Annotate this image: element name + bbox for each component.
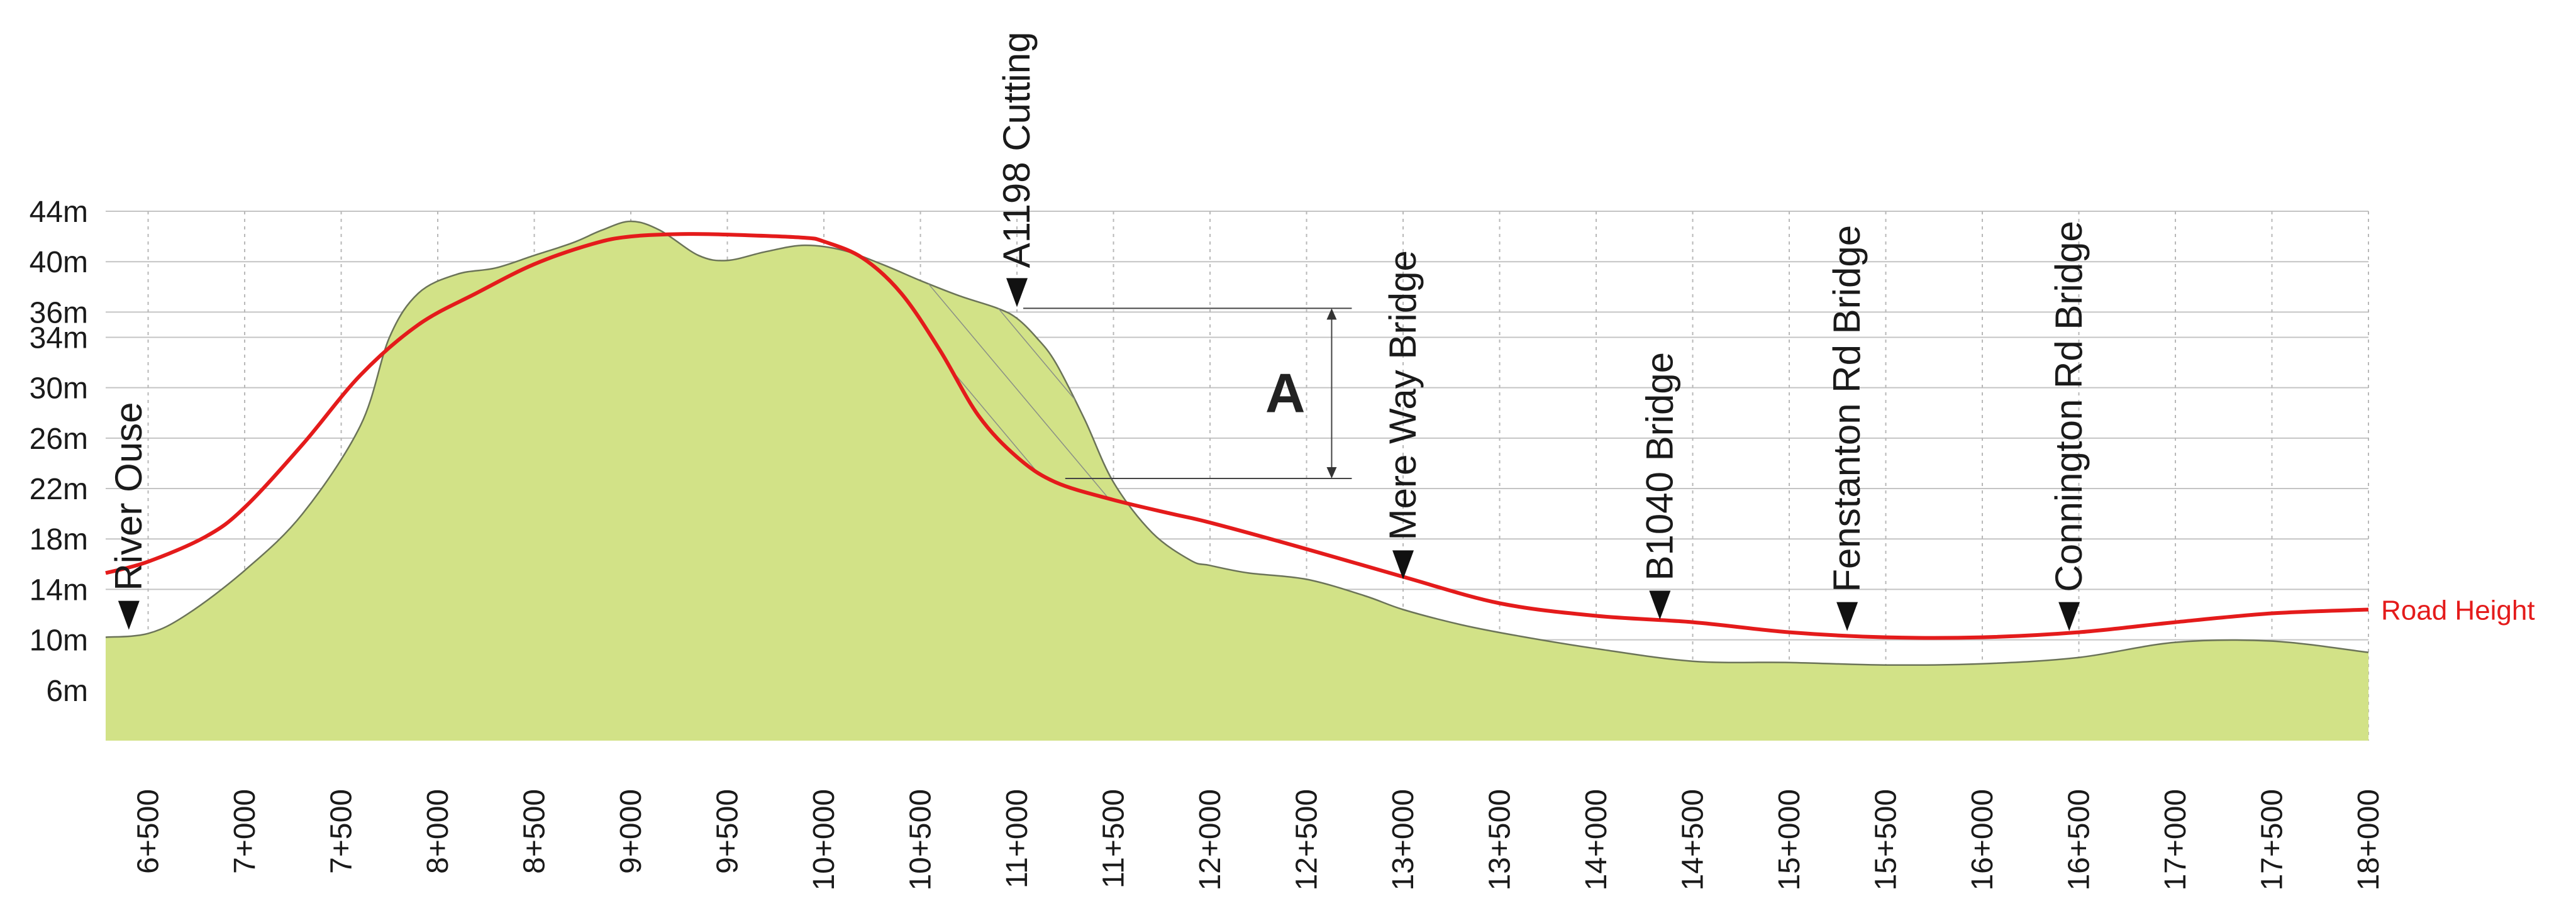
y-tick-label: 30m — [30, 372, 88, 406]
y-tick-label: 18m — [30, 523, 88, 556]
series-layer: Road Height — [105, 232, 2535, 640]
landmark-label: B1040 Bridge — [1638, 352, 1680, 581]
x-tick-label: 15+500 — [1870, 789, 1903, 891]
landmark-label: Connington Rd Bridge — [2048, 221, 2090, 592]
y-tick-label: 6m — [46, 675, 88, 708]
landmark-marker — [2058, 602, 2080, 631]
x-tick-label: 8+000 — [421, 789, 455, 874]
landmarks: River Ouse A1198 Cutting Mere Way Bridge B1… — [108, 32, 2090, 631]
landmark-label: Mere Way Bridge — [1382, 250, 1424, 540]
y-tick-label: 26m — [30, 423, 88, 456]
x-tick-label: 11+500 — [1097, 789, 1131, 888]
landmark-marker — [1836, 602, 1858, 631]
x-tick-label: 13+500 — [1484, 789, 1517, 891]
x-tick-label: 7+500 — [325, 789, 358, 874]
y-tick-label: 40m — [30, 246, 88, 279]
dimension-arrow-bottom — [1326, 467, 1337, 479]
landmark-label: Fenstanton Rd Bridge — [1826, 225, 1868, 592]
landmark-marker — [118, 600, 140, 630]
y-tick-label: 34m — [30, 321, 88, 355]
landmark-label: A1198 Cutting — [996, 32, 1038, 268]
series-label-road-height: Road Height — [2381, 595, 2535, 626]
y-tick-label: 36m — [30, 296, 88, 329]
landmark-marker — [1649, 590, 1671, 620]
series-line-road-height — [105, 232, 2369, 640]
terrain-area — [105, 220, 2369, 741]
landmark-marker — [1006, 278, 1028, 307]
x-tick-label: 10+500 — [904, 789, 938, 891]
x-tick-label: 17+500 — [2256, 789, 2289, 891]
y-tick-label: 22m — [30, 473, 88, 506]
x-tick-label: 7+000 — [228, 789, 262, 874]
x-tick-label: 14+000 — [1580, 789, 1613, 891]
x-tick-label: 9+500 — [711, 789, 745, 874]
y-tick-label: 44m — [30, 196, 88, 229]
landmark-marker — [1392, 550, 1414, 580]
cutting-dimension: A — [1023, 307, 1352, 480]
x-tick-label: 12+500 — [1291, 789, 1324, 891]
terrain-fill — [106, 221, 2368, 741]
x-tick-label: 8+500 — [518, 789, 552, 874]
y-tick-label: 10m — [30, 624, 88, 658]
x-tick-label: 15+000 — [1773, 789, 1806, 891]
x-tick-label: 6+500 — [132, 789, 165, 874]
landmark-label: River Ouse — [108, 402, 150, 590]
x-tick-label: 16+500 — [2063, 789, 2096, 891]
x-tick-label: 9+000 — [614, 789, 648, 874]
x-tick-label: 14+500 — [1677, 789, 1710, 891]
x-tick-label: 10+000 — [808, 789, 841, 891]
x-tick-label: 16+000 — [1966, 789, 1999, 891]
x-tick-label: 12+000 — [1194, 789, 1227, 891]
y-tick-label: 14m — [30, 573, 88, 607]
x-tick-label: 11+000 — [1001, 789, 1034, 888]
x-tick-label: 18+000 — [2352, 789, 2385, 891]
dimension-label: A — [1265, 362, 1306, 424]
x-tick-label: 13+000 — [1387, 789, 1420, 891]
x-tick-label: 17+000 — [2159, 789, 2192, 891]
dimension-arrow-top — [1326, 308, 1337, 320]
